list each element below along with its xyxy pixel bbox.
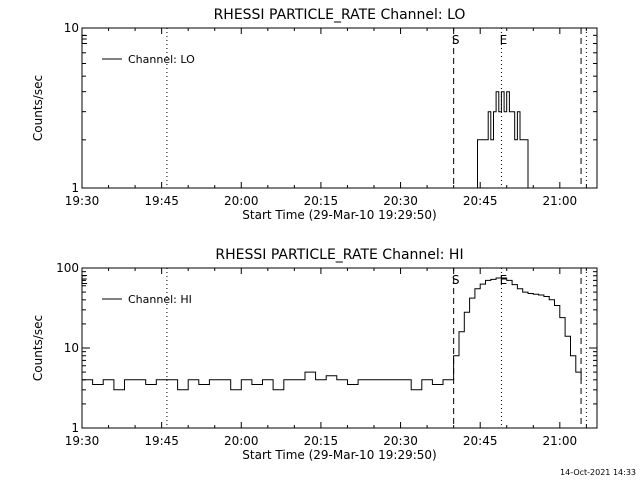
x-tick-label: 20:15: [304, 434, 339, 448]
x-tick-label: 20:00: [224, 434, 259, 448]
x-axis-label: Start Time (29-Mar-10 19:29:50): [242, 208, 436, 222]
x-tick-label: 20:00: [224, 194, 259, 208]
x-tick-label: 19:30: [65, 434, 100, 448]
x-tick-label: 19:30: [65, 194, 100, 208]
x-tick-label: 21:00: [543, 434, 578, 448]
y-tick-label: 1: [71, 181, 79, 195]
chart-title: RHESSI PARTICLE_RATE Channel: LO: [214, 7, 466, 23]
marker-label: E: [500, 273, 508, 287]
marker-label: S: [452, 33, 460, 47]
plot-frame: [81, 267, 598, 429]
x-tick-label: 19:45: [144, 434, 179, 448]
legend-entry: Channel: HI: [128, 293, 192, 306]
series-line-lo: [474, 91, 531, 189]
x-axis-label: Start Time (29-Mar-10 19:29:50): [242, 448, 436, 462]
legend-entry: Channel: LO: [128, 53, 195, 66]
chart-title: RHESSI PARTICLE_RATE Channel: HI: [215, 247, 463, 263]
marker-label: E: [80, 33, 88, 47]
x-tick-label: 20:30: [383, 434, 418, 448]
x-tick-label: 20:45: [463, 194, 498, 208]
y-tick-label: 1: [71, 421, 79, 435]
marker-label: S: [452, 273, 460, 287]
plot-frame: [81, 27, 598, 189]
x-tick-label: 20:45: [463, 434, 498, 448]
y-tick-label: 10: [64, 21, 79, 35]
x-tick-label: 19:45: [144, 194, 179, 208]
y-tick-label: 100: [56, 261, 79, 275]
marker-label: E: [80, 273, 88, 287]
y-axis-label: Counts/sec: [31, 75, 45, 141]
series-line-hi: [82, 277, 582, 391]
y-axis-label: Counts/sec: [31, 315, 45, 381]
x-tick-label: 21:00: [543, 194, 578, 208]
y-tick-label: 10: [64, 341, 79, 355]
marker-label: E: [500, 33, 508, 47]
date-stamp: 14-Oct-2021 14:33: [560, 468, 636, 477]
x-tick-label: 20:15: [304, 194, 339, 208]
x-tick-label: 20:30: [383, 194, 418, 208]
